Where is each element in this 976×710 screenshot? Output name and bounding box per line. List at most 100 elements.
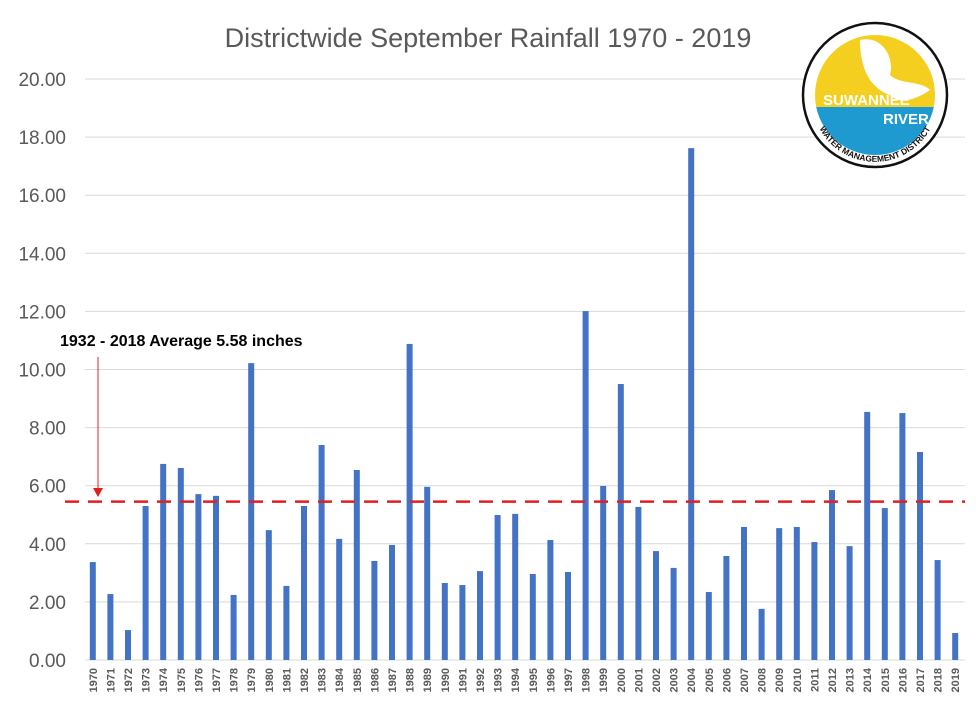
y-tick-label: 12.00	[18, 302, 66, 323]
bar-1996	[547, 540, 554, 660]
x-tick-label: 2000	[616, 668, 628, 692]
bar-2000	[617, 384, 624, 660]
x-tick-label: 1985	[352, 668, 364, 692]
x-tick-label: 2018	[933, 668, 945, 692]
bar-1989	[424, 486, 431, 660]
bar-2015	[881, 508, 888, 660]
x-tick-label: 1971	[105, 668, 117, 692]
x-tick-label: 2017	[915, 668, 927, 692]
x-tick-label: 2005	[704, 668, 716, 692]
x-tick-label: 2011	[809, 668, 821, 692]
bar-1974	[160, 463, 167, 660]
bar-1984	[336, 538, 343, 660]
x-tick-label: 1972	[123, 668, 135, 692]
bar-1995	[529, 574, 536, 660]
x-tick-label: 1994	[510, 667, 522, 692]
x-tick-label: 2016	[897, 668, 909, 692]
y-tick-label: 16.00	[18, 186, 66, 207]
x-tick-label: 1974	[158, 667, 170, 692]
x-tick-label: 1999	[598, 668, 610, 692]
bar-2007	[741, 526, 747, 660]
bar-1980	[265, 530, 272, 660]
bar-1983	[318, 445, 325, 660]
bar-1978	[230, 594, 237, 660]
bar-1970	[89, 562, 96, 660]
x-axis-ticks: 1970 1971 1972 1973 1974 1975 1976 1977 1978 1979…	[88, 667, 962, 692]
x-tick-label: 1990	[440, 668, 452, 692]
bar-1987	[389, 544, 395, 660]
x-tick-label: 1982	[299, 668, 311, 692]
district-logo: SUWANNEE RIVER WATER MANAGEMENT DISTRICT	[801, 21, 949, 169]
bar-1977	[213, 495, 219, 660]
bar-1971	[107, 594, 114, 660]
y-tick-label: 2.00	[29, 593, 66, 614]
y-axis-ticks: 0.00 2.00 4.00 6.00 8.00 10.00 12.00 14.00 16.00…	[18, 70, 66, 672]
y-tick-label: 20.00	[18, 70, 66, 91]
y-tick-label: 14.00	[18, 244, 66, 265]
bar-2013	[846, 546, 853, 660]
x-tick-label: 2003	[669, 668, 681, 692]
bar-2006	[723, 556, 730, 660]
bar-2016	[899, 413, 906, 660]
bar-2012	[829, 490, 835, 660]
average-annotation: 1932 - 2018 Average 5.58 inches	[60, 333, 303, 350]
y-tick-label: 8.00	[29, 419, 66, 440]
bar-1990	[441, 583, 448, 660]
x-tick-label: 2013	[845, 668, 857, 692]
bar-1985	[353, 470, 360, 660]
bar-2004	[688, 148, 695, 660]
bar-2011	[811, 542, 818, 660]
x-tick-label: 1989	[422, 668, 434, 692]
bar-1994	[512, 513, 519, 660]
bar-1992	[477, 571, 483, 660]
bar-2003	[670, 567, 677, 660]
x-tick-label: 2019	[950, 668, 962, 692]
x-tick-label: 1980	[264, 668, 276, 692]
x-tick-label: 1978	[229, 668, 241, 692]
y-tick-label: 0.00	[29, 651, 66, 672]
x-tick-label: 1986	[369, 668, 381, 692]
x-tick-label: 1995	[528, 668, 540, 692]
x-tick-label: 1975	[176, 668, 188, 692]
bar-2014	[864, 411, 871, 660]
x-tick-label: 2012	[827, 668, 839, 692]
bar-2002	[653, 551, 659, 660]
bar-1975	[177, 467, 184, 660]
x-tick-label: 2009	[774, 668, 786, 692]
bar-2001	[635, 506, 642, 660]
x-tick-label: 1983	[317, 668, 329, 692]
bar-1973	[142, 506, 149, 660]
y-tick-label: 18.00	[18, 128, 66, 149]
logo-river: RIVER	[883, 111, 929, 128]
x-tick-label: 2015	[880, 668, 892, 692]
x-tick-label: 1997	[563, 668, 575, 692]
x-tick-label: 2006	[721, 668, 733, 692]
bar-1986	[371, 560, 378, 660]
bar-2008	[758, 608, 765, 660]
bar-2017	[917, 452, 923, 660]
bar-2005	[705, 592, 712, 660]
bar-1998	[582, 311, 589, 660]
x-tick-label: 2014	[862, 667, 874, 692]
bar-1979	[248, 363, 255, 660]
x-tick-label: 1993	[493, 668, 505, 692]
bar-1991	[459, 585, 466, 660]
x-tick-label: 2004	[686, 667, 698, 692]
x-tick-label: 1992	[475, 668, 487, 692]
x-tick-label: 1998	[581, 668, 593, 692]
x-tick-label: 1981	[281, 668, 293, 692]
x-tick-label: 1987	[387, 668, 399, 692]
bars	[89, 148, 959, 660]
bar-1988	[406, 343, 413, 660]
bar-1982	[301, 506, 307, 660]
y-tick-label: 4.00	[29, 535, 66, 556]
bar-1972	[125, 630, 131, 660]
x-tick-label: 1979	[246, 668, 258, 692]
x-tick-label: 1976	[193, 668, 205, 692]
bar-1997	[565, 571, 571, 660]
x-tick-label: 1996	[545, 668, 557, 692]
x-tick-label: 2002	[651, 668, 663, 692]
bar-1981	[283, 585, 290, 660]
x-tick-label: 1984	[334, 667, 346, 692]
